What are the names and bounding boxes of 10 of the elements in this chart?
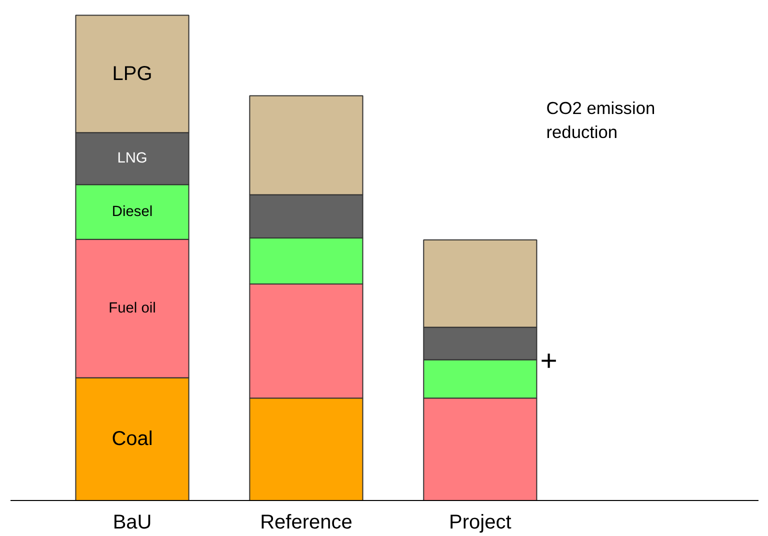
- series-label: Fuel oil: [108, 300, 156, 317]
- annotation: +: [540, 344, 558, 378]
- series-label: Diesel: [112, 204, 153, 220]
- series-label: LNG: [117, 150, 148, 167]
- annotation: CO2 emission reduction: [546, 98, 656, 142]
- x-tick-label: BaU: [112, 512, 152, 534]
- x-tick-label: Project: [449, 512, 512, 534]
- series-label: Coal: [112, 428, 153, 450]
- x-tick-label: Reference: [260, 512, 352, 534]
- series-label: LPG: [112, 62, 152, 85]
